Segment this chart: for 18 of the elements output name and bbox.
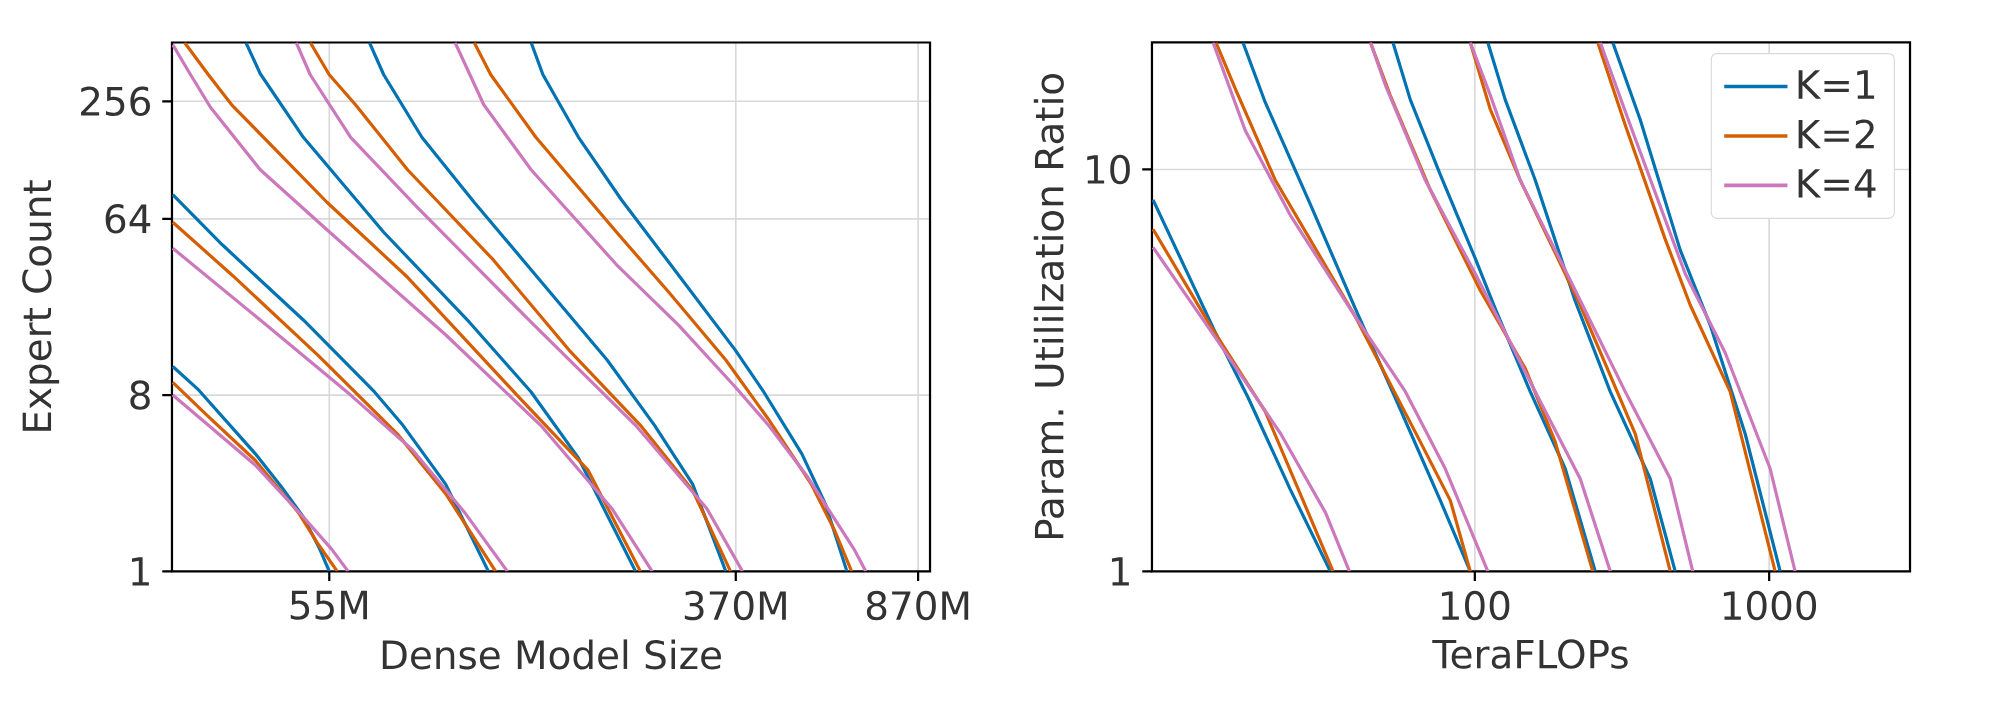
x-tick-label: 1000 (1723, 590, 1817, 621)
y-tick-label: 256 (81, 86, 150, 116)
legend-label: K=1 (1798, 70, 1875, 99)
x-tick-label: 100 (1441, 590, 1510, 621)
y-tick-label: 1 (131, 557, 149, 586)
x-tick-label: 870M (866, 590, 969, 621)
y-tick-label: 10 (1087, 154, 1130, 185)
x-tick-label: 55M (290, 590, 367, 620)
x-axis-title: TeraFLOPs (1432, 639, 1628, 669)
y-tick-label: 64 (105, 204, 151, 234)
legend-label: K=4 (1798, 169, 1876, 198)
x-tick-label: 370M (684, 590, 786, 621)
x-axis-title: Dense Model Size (382, 639, 721, 670)
legend-label: K=2 (1798, 119, 1874, 149)
y-tick-label: 8 (130, 380, 150, 410)
y-axis-title: Param. Utililzation Ratio (1033, 73, 1064, 539)
y-tick-label: 1 (1111, 557, 1129, 586)
y-axis-title: Expert Count (22, 180, 60, 431)
